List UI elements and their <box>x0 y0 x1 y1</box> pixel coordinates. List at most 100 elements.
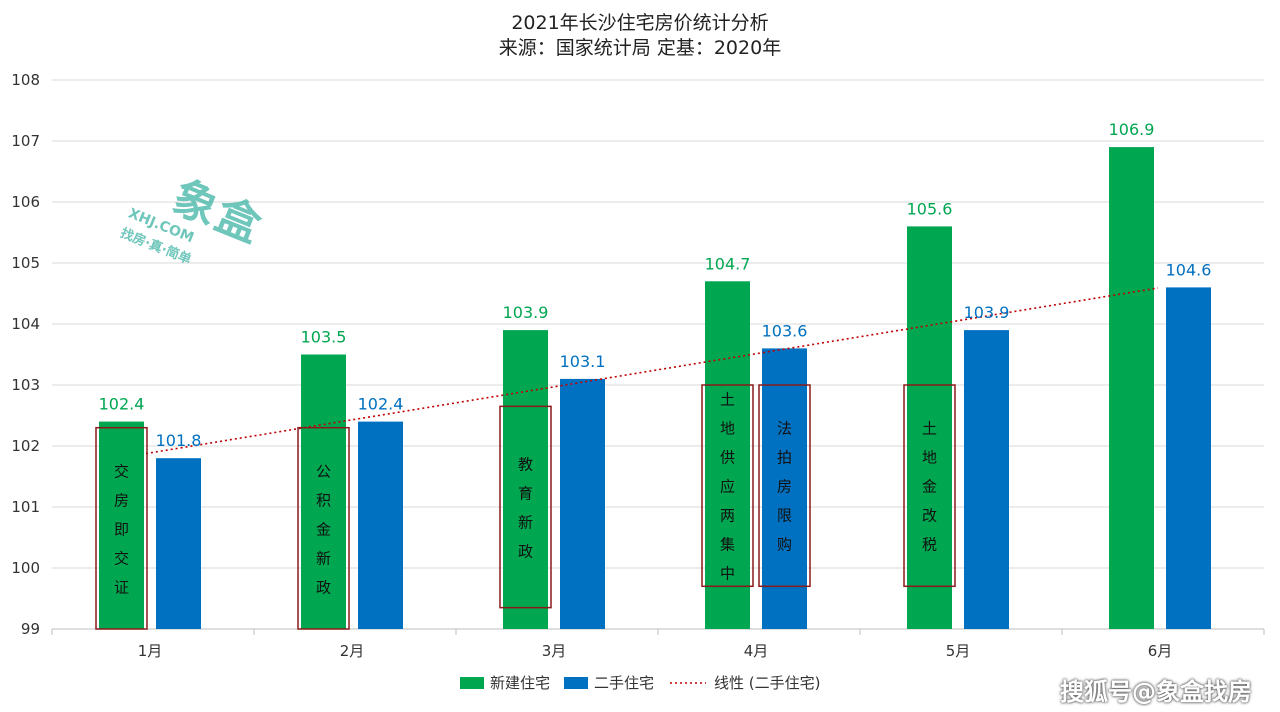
chart-title: 2021年长沙住宅房价统计分析 <box>511 12 768 34</box>
annotation-char: 改 <box>922 507 937 525</box>
annotation-box <box>701 384 754 588</box>
annotation-char: 新 <box>518 514 533 532</box>
data-label: 102.4 <box>358 395 404 414</box>
bar <box>1166 287 1211 629</box>
bar <box>99 421 144 629</box>
annotation-char: 交 <box>114 549 129 567</box>
annotation-char: 育 <box>518 485 533 503</box>
annotation-char: 教 <box>518 456 533 474</box>
bar <box>301 354 346 629</box>
annotation-char: 两 <box>720 507 735 525</box>
y-tick-label: 107 <box>11 132 40 150</box>
trendline <box>145 287 1159 455</box>
annotation-char: 拍 <box>777 449 792 467</box>
y-tick-label: 102 <box>11 437 40 455</box>
data-label: 104.7 <box>705 254 751 273</box>
annotation-char: 供 <box>720 449 735 467</box>
annotation-char: 证 <box>114 578 129 596</box>
annotation-char: 政 <box>518 543 533 561</box>
bar <box>1109 147 1154 629</box>
data-label: 101.8 <box>156 431 202 450</box>
x-tick-label: 1月 <box>138 642 163 660</box>
data-label: 104.6 <box>1166 260 1212 279</box>
annotation-char: 税 <box>922 536 937 554</box>
bars <box>99 147 1211 629</box>
annotation-char: 法 <box>777 420 792 438</box>
annotation-char: 政 <box>316 578 331 596</box>
legend-label: 新建住宅 <box>490 674 550 692</box>
bar <box>503 330 548 629</box>
y-tick-label: 101 <box>11 498 40 516</box>
annotation-box <box>499 405 552 609</box>
x-tick-label: 5月 <box>946 642 971 660</box>
annotation-char: 金 <box>316 520 331 538</box>
data-label: 103.1 <box>560 352 606 371</box>
y-tick-label: 103 <box>11 376 40 394</box>
bar <box>705 281 750 629</box>
annotation-char: 房 <box>777 478 792 496</box>
annotation-char: 新 <box>316 549 331 567</box>
legend: 新建住宅 二手住宅 线性 (二手住宅) <box>460 674 820 692</box>
legend-label: 线性 (二手住宅) <box>714 674 820 692</box>
data-labels: 102.4 103.5 103.9 104.7 105.6 106.9 101.8 102.4… <box>99 120 1212 450</box>
legend-swatch <box>564 677 588 689</box>
data-label: 102.4 <box>99 395 145 414</box>
y-tick-label: 104 <box>11 315 40 333</box>
brand-watermark: 搜狐号@象盒找房 <box>1060 678 1252 706</box>
annotation-char: 土 <box>720 391 735 409</box>
bar <box>560 378 605 629</box>
annotation-char: 限 <box>777 507 792 525</box>
annotation-char: 交 <box>114 462 129 480</box>
x-tick-label: 3月 <box>542 642 567 660</box>
annotation-char: 购 <box>777 536 792 554</box>
data-label: 106.9 <box>1109 120 1155 139</box>
data-label: 103.5 <box>301 328 347 347</box>
data-label: 103.6 <box>762 321 808 340</box>
legend-swatch <box>460 677 484 689</box>
annotation-char: 集 <box>720 536 735 554</box>
annotation-char: 金 <box>922 478 937 496</box>
y-tick-label: 100 <box>11 559 40 577</box>
annotation-box <box>758 384 811 588</box>
legend-label: 二手住宅 <box>594 674 654 692</box>
y-axis: 99 100 101 102 103 104 105 106 107 108 <box>11 71 40 638</box>
bar <box>964 330 1009 629</box>
annotation-char: 地 <box>922 449 937 467</box>
annotation-char: 应 <box>720 478 735 496</box>
annotation-box <box>297 426 350 630</box>
annotation-char: 土 <box>922 420 937 438</box>
annotation-char: 中 <box>720 565 735 583</box>
bar <box>358 421 403 629</box>
data-label: 105.6 <box>907 199 953 218</box>
y-tick-label: 108 <box>11 71 40 89</box>
annotation-char: 公 <box>316 462 331 480</box>
gridlines <box>52 79 1264 630</box>
annotation-box <box>95 426 148 630</box>
x-tick-label: 6月 <box>1148 642 1173 660</box>
x-tick-label: 4月 <box>744 642 769 660</box>
annotation-box <box>903 384 956 588</box>
data-label: 103.9 <box>964 303 1010 322</box>
bar <box>156 458 201 629</box>
annotation-char: 即 <box>114 520 129 538</box>
y-tick-label: 105 <box>11 254 40 272</box>
annotation-char: 地 <box>720 420 735 438</box>
bar <box>762 348 807 629</box>
annotation-char: 积 <box>316 491 331 509</box>
trendline-path <box>145 287 1159 455</box>
y-tick-label: 99 <box>21 620 40 638</box>
chart-subtitle: 来源：国家统计局 定基：2020年 <box>499 37 781 59</box>
y-tick-label: 106 <box>11 193 40 211</box>
x-axis: 1月 2月 3月 4月 5月 6月 <box>51 629 1265 660</box>
x-tick-label: 2月 <box>340 642 365 660</box>
data-label: 103.9 <box>503 303 549 322</box>
annotation-char: 房 <box>114 491 129 509</box>
